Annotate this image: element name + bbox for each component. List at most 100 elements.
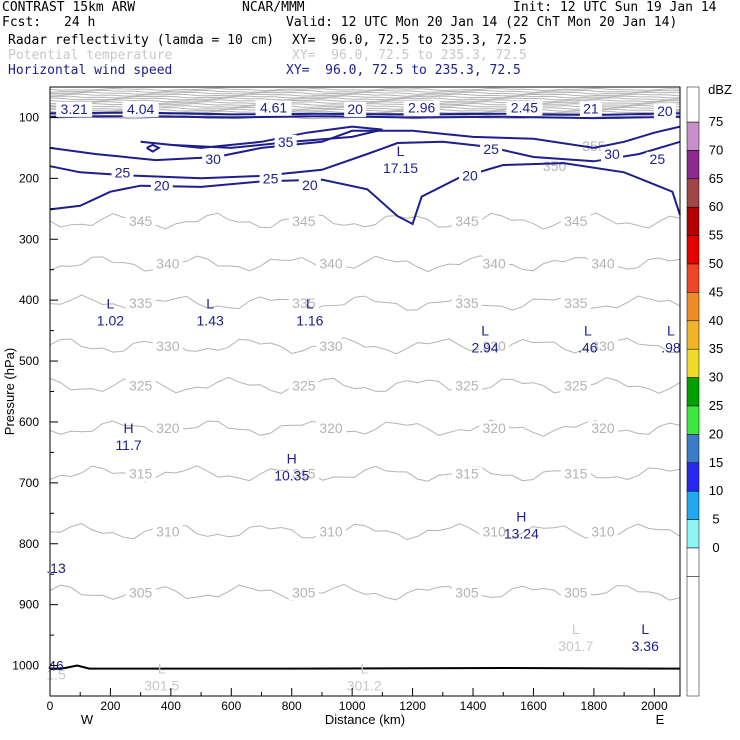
wind-contour-30: [49, 125, 681, 162]
theta-label-bg: [125, 378, 156, 394]
extremum-marker-L: L: [306, 295, 314, 311]
extremum-marker-L: L: [107, 295, 115, 311]
extremum-value: 1.02: [97, 312, 124, 328]
colorbar-swatch: [686, 235, 700, 265]
wind-label-bg: [259, 171, 282, 187]
colorbar-swatch: [686, 263, 700, 293]
wind-label-bg: [646, 151, 669, 167]
edge-value-label: .13: [46, 560, 66, 576]
theta-label-bg: [479, 421, 510, 437]
y-tick-label: 400: [19, 293, 39, 307]
y-tick-label: 800: [19, 537, 39, 551]
extremum-marker-L: L: [158, 661, 166, 677]
theta-label: 320: [319, 420, 343, 436]
x-tick-label: 800: [282, 699, 302, 713]
theta-label: 350: [543, 158, 567, 174]
theta-label-bg: [125, 466, 156, 482]
theta-label-bg: [451, 378, 482, 394]
wind-contour-35-small: [146, 143, 161, 153]
init-time: Init: 12 UTC Sun 19 Jan 14: [513, 0, 717, 15]
theta-contours: 345 345 345 345 340 340 340 340 335 335 335 335 330 3…: [49, 138, 681, 602]
colorbar-level-label: 10: [709, 483, 723, 498]
theta-label-bg: [479, 256, 510, 272]
wind-label-bg: [459, 168, 481, 184]
theta-label: 340: [482, 256, 506, 272]
theta-label: 325: [564, 377, 588, 393]
top-value-bg: [122, 101, 159, 117]
wind-contour-label: 21: [583, 100, 599, 116]
y-tick-label: 600: [19, 415, 39, 429]
theta-label: 305: [292, 584, 316, 600]
theta-label-bg: [152, 338, 183, 354]
theta-label-bg: [125, 585, 156, 601]
extremum-value: .98: [661, 340, 681, 356]
extremum-marker-L: L: [206, 295, 214, 311]
wind-contour-label: 25: [263, 170, 279, 186]
terrain-line: [49, 664, 681, 671]
forecast-hours: 24 h: [64, 15, 96, 30]
theta-label-bg: [560, 378, 591, 394]
strat-theta-line: [49, 97, 681, 101]
y-axis-title: Pressure (hPa): [2, 348, 17, 435]
colorbar-level-label: 5: [712, 512, 719, 527]
top-value-label: 2.96: [408, 100, 435, 116]
theta-label-bg: [316, 256, 347, 272]
theta-label-bg: [560, 213, 591, 229]
extremum-marker-H: H: [287, 451, 297, 467]
top-value-bg: [56, 101, 93, 117]
extremum-marker-L: L: [667, 323, 675, 339]
theta-label: 340: [156, 256, 180, 272]
theta-label: 345: [292, 213, 316, 229]
theta-label-bg: [587, 338, 618, 354]
wind-label-bg: [601, 146, 624, 162]
colorbar-level-label: 55: [709, 228, 723, 243]
extremum-value: 301.5: [144, 678, 179, 694]
strat-theta-line: [49, 89, 681, 93]
theta-contour-310: [49, 523, 681, 541]
strat-theta-line: [49, 95, 681, 99]
extremum-value: 13.24: [504, 525, 539, 541]
y-tick-label: 500: [19, 354, 39, 368]
colorbar-level-label: 50: [709, 256, 723, 271]
terrain-surface: [49, 664, 681, 671]
extremum-marker-L: L: [397, 143, 405, 159]
strat-theta-line: [50, 93, 681, 97]
wind-label-bg: [653, 103, 676, 119]
chart-title: CONTRAST 15km ARW: [2, 0, 136, 15]
field-xy-reflectivity: XY= 96.0, 72.5 to 235.3, 72.5: [292, 33, 527, 48]
field-name-wind: Horizontal wind speed: [8, 63, 173, 78]
theta-label: 325: [129, 377, 153, 393]
theta-label-bg: [479, 338, 510, 354]
colorbar-level-label: 40: [709, 313, 723, 328]
wind-contour-label: 25: [115, 164, 131, 180]
colorbar-level-label: 45: [709, 284, 723, 299]
theta-label: 325: [455, 377, 479, 393]
wind-contour-label: 25: [650, 151, 666, 167]
theta-label-bg: [451, 585, 482, 601]
theta-label-bg: [152, 421, 183, 437]
extremum-value: 10.35: [274, 468, 309, 484]
theta-label: 330: [156, 338, 180, 354]
extremum-value: 11.7: [115, 437, 141, 453]
y-tick-label: 300: [19, 232, 39, 246]
theta-contour-340: [49, 255, 681, 273]
theta-label: 305: [564, 584, 588, 600]
theta-label-bg: [316, 338, 347, 354]
extremum-value: 301.7: [558, 638, 593, 654]
colorbar-level-label: 0: [712, 540, 719, 555]
extremum-value: 3.36: [632, 638, 659, 654]
theta-label: 315: [129, 466, 153, 482]
colorbar-swatch: [686, 320, 700, 350]
theta-label: 305: [455, 584, 479, 600]
extremum-marker-L: L: [584, 323, 592, 339]
theta-label-bg: [587, 421, 618, 437]
x-tick-label: 600: [221, 699, 241, 713]
theta-label: 340: [319, 256, 343, 272]
theta-label-bg: [451, 213, 482, 229]
y-tick-label: 900: [19, 598, 39, 612]
wind-label-bg: [579, 101, 602, 117]
wind-label-bg: [274, 134, 297, 150]
theta-label-bg: [560, 466, 591, 482]
colorbar-swatch: [686, 547, 700, 577]
theta-label: 315: [455, 466, 479, 482]
